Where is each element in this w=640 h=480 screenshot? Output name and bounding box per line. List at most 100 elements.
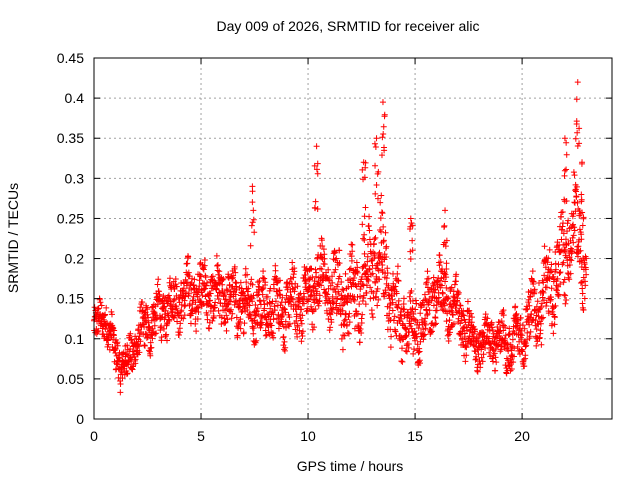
data-point (357, 293, 364, 300)
data-point (259, 312, 266, 319)
data-point (552, 266, 559, 273)
data-point (358, 273, 365, 280)
data-point (216, 289, 223, 296)
data-point (580, 306, 587, 313)
data-point (275, 325, 282, 332)
data-point (281, 306, 288, 313)
data-point (192, 299, 199, 306)
grid-layer (94, 58, 612, 419)
data-point (166, 275, 173, 282)
data-point (152, 330, 159, 337)
data-point (412, 337, 419, 344)
data-point (386, 310, 393, 317)
data-point (379, 210, 386, 217)
data-point (389, 307, 396, 314)
data-point (381, 251, 388, 258)
data-point (264, 293, 271, 300)
data-point (486, 349, 493, 356)
data-point (308, 303, 315, 310)
data-point (170, 297, 177, 304)
data-point (223, 327, 230, 334)
data-point (570, 169, 577, 176)
data-point (339, 307, 346, 314)
data-point (442, 278, 449, 285)
data-point (457, 302, 464, 309)
data-point (510, 359, 517, 366)
data-point (224, 316, 231, 323)
data-point (282, 309, 289, 316)
data-point (237, 279, 244, 286)
data-point (388, 333, 395, 340)
data-point (314, 205, 321, 212)
data-point (448, 284, 455, 291)
data-point (288, 295, 295, 302)
data-point (117, 380, 124, 387)
data-point (365, 277, 372, 284)
data-point (241, 320, 248, 327)
data-point (472, 356, 479, 363)
data-point (436, 262, 443, 269)
data-point (435, 294, 442, 301)
data-point (519, 348, 526, 355)
data-point (491, 350, 498, 357)
data-point (207, 297, 214, 304)
data-point (561, 291, 568, 298)
x-axis-label: GPS time / hours (297, 458, 404, 474)
data-point (517, 314, 524, 321)
data-point (378, 152, 385, 159)
data-point (523, 342, 530, 349)
data-point (436, 252, 443, 259)
data-point (380, 223, 387, 230)
data-point (555, 291, 562, 298)
data-point (479, 358, 486, 365)
data-point (161, 303, 168, 310)
data-point (254, 292, 261, 299)
data-point (582, 282, 589, 289)
data-point (234, 332, 241, 339)
data-point (406, 293, 413, 300)
data-point (137, 304, 144, 311)
data-point (513, 310, 520, 317)
data-point (374, 195, 381, 202)
data-point (494, 342, 501, 349)
data-point (172, 275, 179, 282)
data-point (338, 292, 345, 299)
data-point (527, 328, 534, 335)
data-point (344, 299, 351, 306)
data-point (446, 329, 453, 336)
data-point (403, 348, 410, 355)
data-point (175, 332, 182, 339)
data-point (441, 269, 448, 276)
data-point (443, 237, 450, 244)
data-point (446, 317, 453, 324)
data-point (147, 345, 154, 352)
data-point (368, 257, 375, 264)
data-point (173, 305, 180, 312)
data-point (391, 313, 398, 320)
data-point (329, 273, 336, 280)
data-point (169, 303, 176, 310)
data-point (409, 222, 416, 229)
data-point (340, 301, 347, 308)
data-point (91, 304, 98, 311)
data-point (571, 227, 578, 234)
data-point (452, 278, 459, 285)
data-point (511, 345, 518, 352)
data-point (428, 328, 435, 335)
data-point (442, 271, 449, 278)
data-point (339, 286, 346, 293)
data-point (582, 266, 589, 273)
data-point (424, 268, 431, 275)
data-point (417, 310, 424, 317)
data-point (244, 271, 251, 278)
data-point (492, 367, 499, 374)
data-point (200, 266, 207, 273)
data-point (563, 297, 570, 304)
data-point (250, 330, 257, 337)
data-point (289, 296, 296, 303)
data-point (372, 143, 379, 150)
data-point (382, 229, 389, 236)
data-point (451, 320, 458, 327)
data-point (260, 297, 267, 304)
